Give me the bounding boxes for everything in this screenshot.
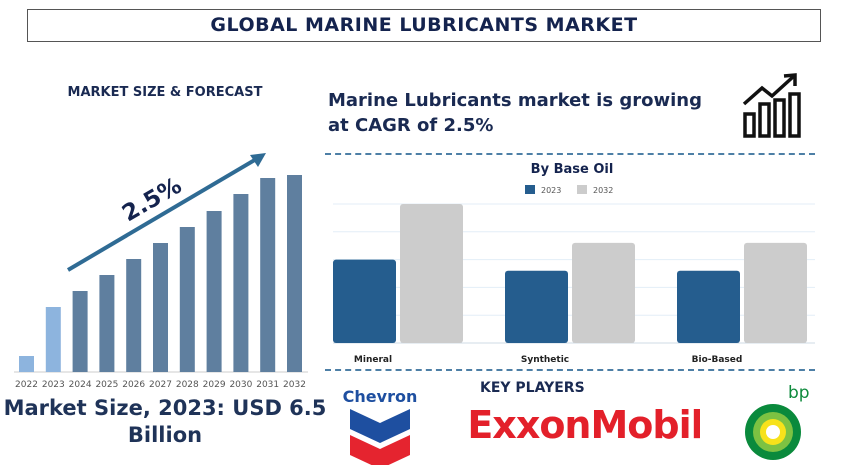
bar-Synthetic-2023	[505, 270, 568, 343]
bar-2025	[99, 275, 115, 372]
bar-2029	[206, 211, 222, 372]
market-size-text: Market Size, 2023: USD 6.5 Billion	[3, 396, 327, 447]
x-tick-label: 2028	[176, 380, 199, 390]
x-tick-label: 2025	[95, 380, 118, 390]
divider	[325, 369, 815, 371]
x-tick-label: 2023	[42, 380, 65, 390]
market-size-heading: MARKET SIZE & FORECAST	[67, 85, 263, 100]
forecast-chart: 2022 2023 2024 2025 2026 2027 2028 2029 2030 2031…	[14, 153, 308, 390]
trend-arrow	[66, 156, 260, 272]
x-tick-label: Mineral	[354, 355, 392, 365]
arrow-head	[250, 153, 266, 167]
bar-Bio-Based-2023	[677, 270, 740, 343]
bar-2026	[126, 259, 142, 372]
x-tick-label: 2029	[203, 380, 226, 390]
bar-2032	[287, 175, 302, 372]
legend-swatch	[525, 185, 535, 194]
bar-2023	[45, 307, 61, 372]
bar-2028	[179, 227, 195, 372]
svg-text:bp: bp	[788, 383, 810, 403]
bar-Synthetic-2032	[572, 242, 635, 343]
divider	[325, 153, 815, 155]
cagr-text: Marine Lubricants market is growing at C…	[328, 90, 702, 136]
x-tick-label: 2030	[229, 380, 252, 390]
legend-label: 2032	[593, 186, 613, 195]
base-oil-chart: By Base Oil 2023 2032 Mineral Synthetic Bio-B…	[333, 162, 815, 365]
x-tick-label: 2031	[256, 380, 279, 390]
x-tick-label: 2027	[149, 380, 172, 390]
x-tick-label: 2022	[15, 380, 38, 390]
bar-2031	[260, 178, 276, 372]
x-tick-label: 2024	[69, 380, 92, 390]
bar-2022	[19, 356, 34, 372]
legend-swatch	[577, 185, 587, 194]
legend-label: 2023	[541, 186, 561, 195]
chart-title: By Base Oil	[531, 162, 614, 177]
svg-text:Chevron: Chevron	[343, 387, 418, 406]
bar-2030	[233, 194, 249, 372]
chevron-logo: Chevron	[343, 387, 418, 465]
svg-text:ExxonMobil: ExxonMobil	[470, 403, 700, 447]
x-tick-label: 2026	[122, 380, 145, 390]
bar-2027	[153, 243, 168, 372]
x-tick-label: 2032	[283, 380, 306, 390]
x-tick-label: Bio-Based	[692, 355, 743, 365]
bp-logo: bp	[745, 383, 810, 460]
bar-Mineral-2023	[333, 259, 396, 343]
page-title: GLOBAL MARINE LUBRICANTS MARKET	[27, 9, 821, 42]
key-players-heading: KEY PLAYERS	[480, 380, 585, 396]
bar-Mineral-2032	[400, 204, 463, 343]
exxonmobil-logo: ExxonMobil	[470, 403, 700, 447]
bar-2024	[72, 291, 88, 372]
growth-chart-icon	[742, 73, 801, 138]
x-tick-label: Synthetic	[521, 355, 569, 365]
bar-Bio-Based-2032	[744, 242, 807, 343]
